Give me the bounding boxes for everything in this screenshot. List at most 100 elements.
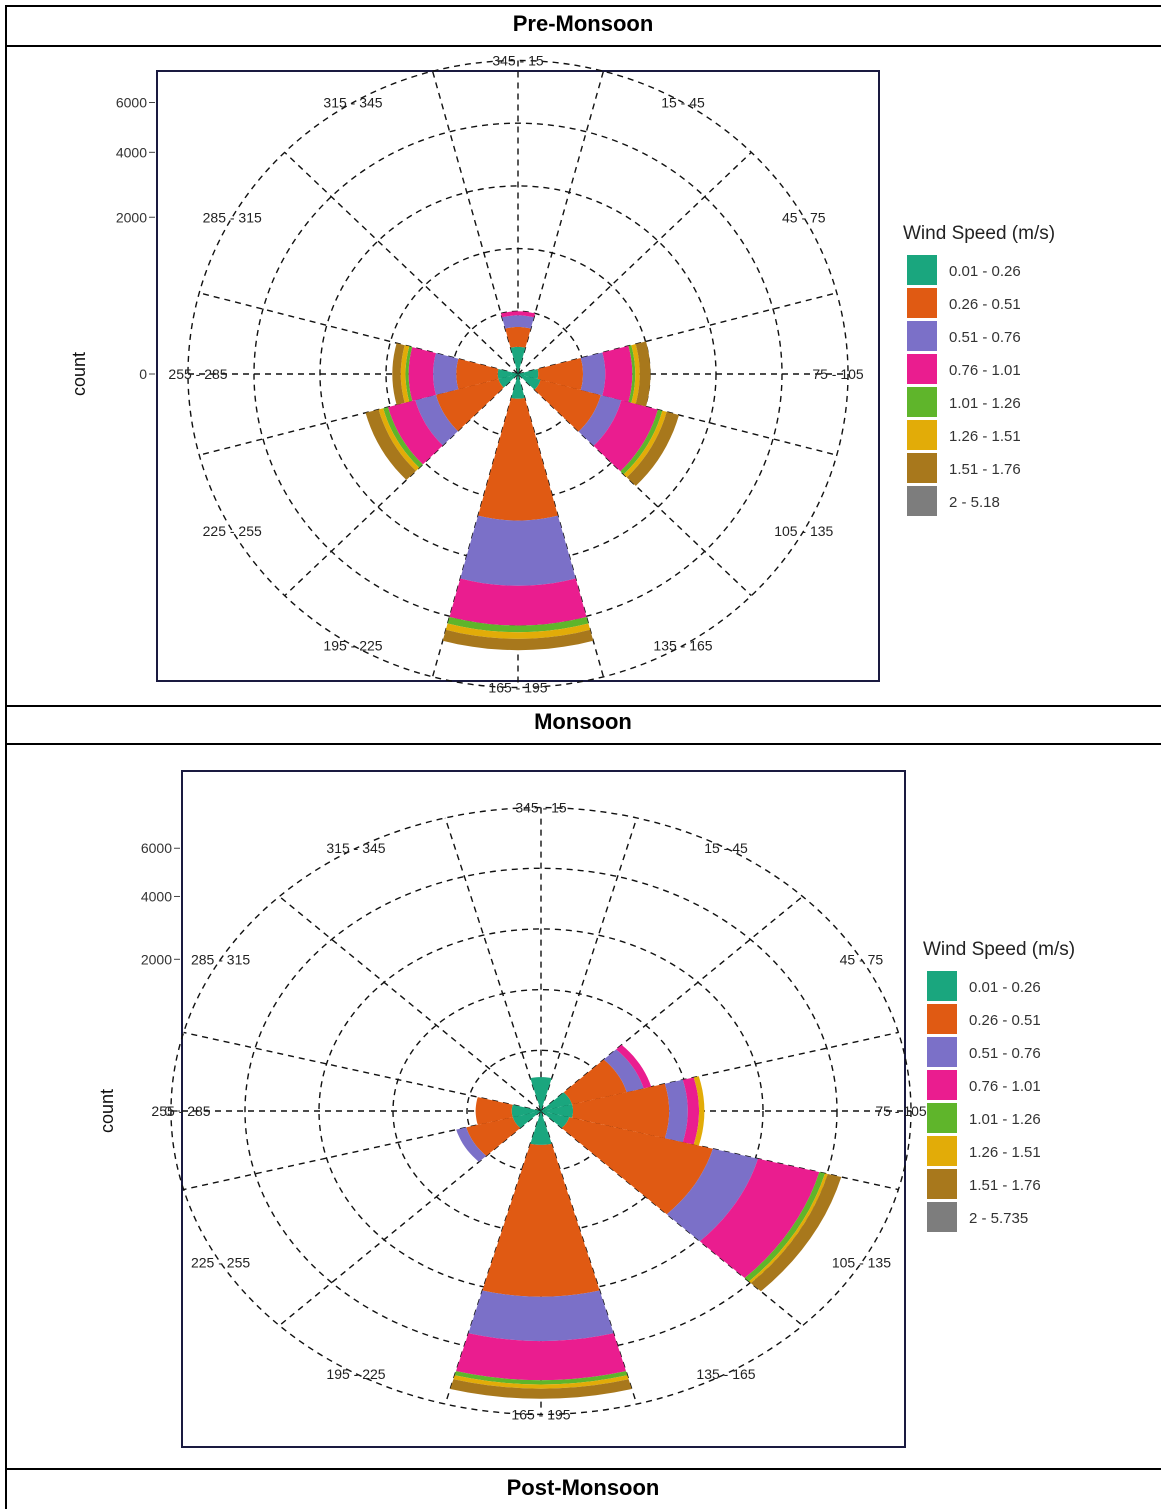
sector-segment — [631, 344, 640, 404]
legend-label: 0.76 - 1.01 — [969, 1078, 1041, 1095]
figure-frame — [5, 5, 1161, 1509]
direction-label: 165 - 195 — [488, 680, 547, 696]
sector-segment — [502, 315, 534, 329]
legend-swatch — [907, 486, 937, 516]
sector-segment — [578, 395, 622, 446]
legend-swatch — [927, 971, 957, 1001]
direction-label: 345 - 15 — [492, 53, 544, 69]
sector-segment — [456, 1333, 626, 1381]
direction-label: 345 - 15 — [515, 800, 567, 816]
legend-swatch — [927, 1037, 957, 1067]
y-axis-label: count — [69, 352, 89, 396]
grid-ring — [318, 928, 764, 1294]
direction-label: 285 - 315 — [203, 209, 262, 225]
y-tick-label: 0 — [164, 1103, 172, 1119]
y-tick-label: 4000 — [141, 888, 172, 904]
sector-segment — [744, 1172, 825, 1282]
sector-segment — [511, 1104, 541, 1118]
direction-labels: 345 - 15 15 - 45 45 - 75 75 - 105 105 - 135 1… — [151, 800, 926, 1423]
section-title-monsoon: Monsoon — [534, 709, 632, 734]
legend-label: 0.26 - 0.51 — [949, 296, 1021, 313]
direction-label: 285 - 315 — [191, 951, 250, 967]
direction-label: 225 - 255 — [203, 523, 262, 539]
y-tick-label: 2000 — [116, 209, 147, 225]
wind-rose-pre-monsoon: 345 - 15 15 - 45 45 - 75 75 - 105 105 - 135 1… — [69, 53, 1055, 696]
sector-segment — [482, 1143, 600, 1297]
grid-spoke — [540, 817, 638, 1112]
sector-segment — [534, 379, 601, 432]
sector-segment — [530, 1111, 552, 1145]
sector-segment — [478, 397, 558, 521]
y-axis: 0 2000 4000 6000 count — [69, 95, 155, 396]
legend-swatch — [907, 321, 937, 351]
legend-label: 0.76 - 1.01 — [949, 362, 1021, 379]
sectors — [450, 1044, 842, 1399]
y-axis: 0 2000 4000 6000 count — [97, 840, 180, 1133]
sector-segment — [454, 1371, 628, 1385]
y-tick-label: 4000 — [116, 144, 147, 160]
sector-segment — [453, 1375, 629, 1389]
direction-label: 105 - 135 — [832, 1255, 891, 1271]
sector-segment — [388, 400, 443, 465]
sector-segment — [699, 1158, 820, 1278]
direction-label: 15 - 45 — [661, 95, 705, 111]
direction-label: 15 - 45 — [704, 840, 748, 856]
sector-segment — [563, 1059, 627, 1105]
legend-swatch — [927, 1169, 957, 1199]
legend-swatch — [907, 255, 937, 285]
direction-label: 45 - 75 — [840, 951, 884, 967]
direction-label: 165 - 195 — [511, 1406, 570, 1422]
sector-segment — [518, 374, 541, 390]
sector-segment — [498, 374, 518, 388]
y-axis-label: count — [97, 1089, 117, 1133]
legend-swatch — [927, 1136, 957, 1166]
sector-segment — [392, 343, 405, 405]
legend-label: 1.01 - 1.26 — [969, 1111, 1041, 1128]
sector-segment — [500, 311, 536, 318]
legend-label: 0.01 - 0.26 — [949, 263, 1021, 280]
divider — [5, 1468, 1161, 1470]
legend: Wind Speed (m/s) 0.01 - 0.26 0.26 - 0.51 0.… — [903, 223, 1055, 516]
direction-label: 75 - 105 — [812, 366, 864, 382]
legend-swatch — [927, 1202, 957, 1232]
direction-label: 105 - 135 — [774, 523, 833, 539]
grid-spoke — [517, 70, 605, 375]
legend-label: 2 - 5.735 — [969, 1210, 1028, 1227]
sector-segment — [447, 617, 589, 633]
sector-segment — [460, 515, 576, 586]
sector-segment — [541, 1104, 573, 1118]
y-tick-label: 6000 — [116, 95, 147, 111]
sector-segment — [602, 345, 633, 403]
legend: Wind Speed (m/s) 0.01 - 0.26 0.26 - 0.51 0.… — [923, 939, 1075, 1232]
sectors — [365, 311, 679, 651]
grid-spoke — [284, 373, 519, 597]
direction-label: 135 - 165 — [653, 637, 712, 653]
sector-segment — [466, 1117, 521, 1156]
legend-label: 0.26 - 0.51 — [969, 1012, 1041, 1029]
sector-segment — [415, 394, 458, 446]
sector-segment — [693, 1076, 705, 1146]
sector-segment — [400, 345, 410, 403]
sector-segment — [541, 1092, 572, 1111]
legend-swatch — [907, 420, 937, 450]
sector-segment — [561, 1117, 713, 1215]
sector-segment — [468, 1290, 614, 1342]
direction-label: 225 - 255 — [191, 1255, 250, 1271]
divider — [5, 705, 1161, 707]
sector-segment — [623, 410, 667, 478]
sector-segment — [518, 369, 539, 379]
legend-label: 0.01 - 0.26 — [969, 979, 1041, 996]
sector-segment — [450, 1379, 632, 1399]
grid-spoke — [284, 151, 519, 375]
grid-spoke — [431, 373, 519, 678]
direction-label: 195 - 225 — [326, 1366, 385, 1382]
sector-segment — [449, 578, 587, 626]
sector-segment — [456, 358, 499, 390]
legend-title: Wind Speed (m/s) — [903, 223, 1055, 244]
legend-title: Wind Speed (m/s) — [923, 939, 1075, 960]
legend-label: 1.01 - 1.26 — [949, 395, 1021, 412]
direction-label: 75 - 105 — [875, 1103, 927, 1119]
sector-segment — [530, 1077, 552, 1111]
sector-segment — [456, 1127, 487, 1162]
legend-swatch — [927, 1103, 957, 1133]
